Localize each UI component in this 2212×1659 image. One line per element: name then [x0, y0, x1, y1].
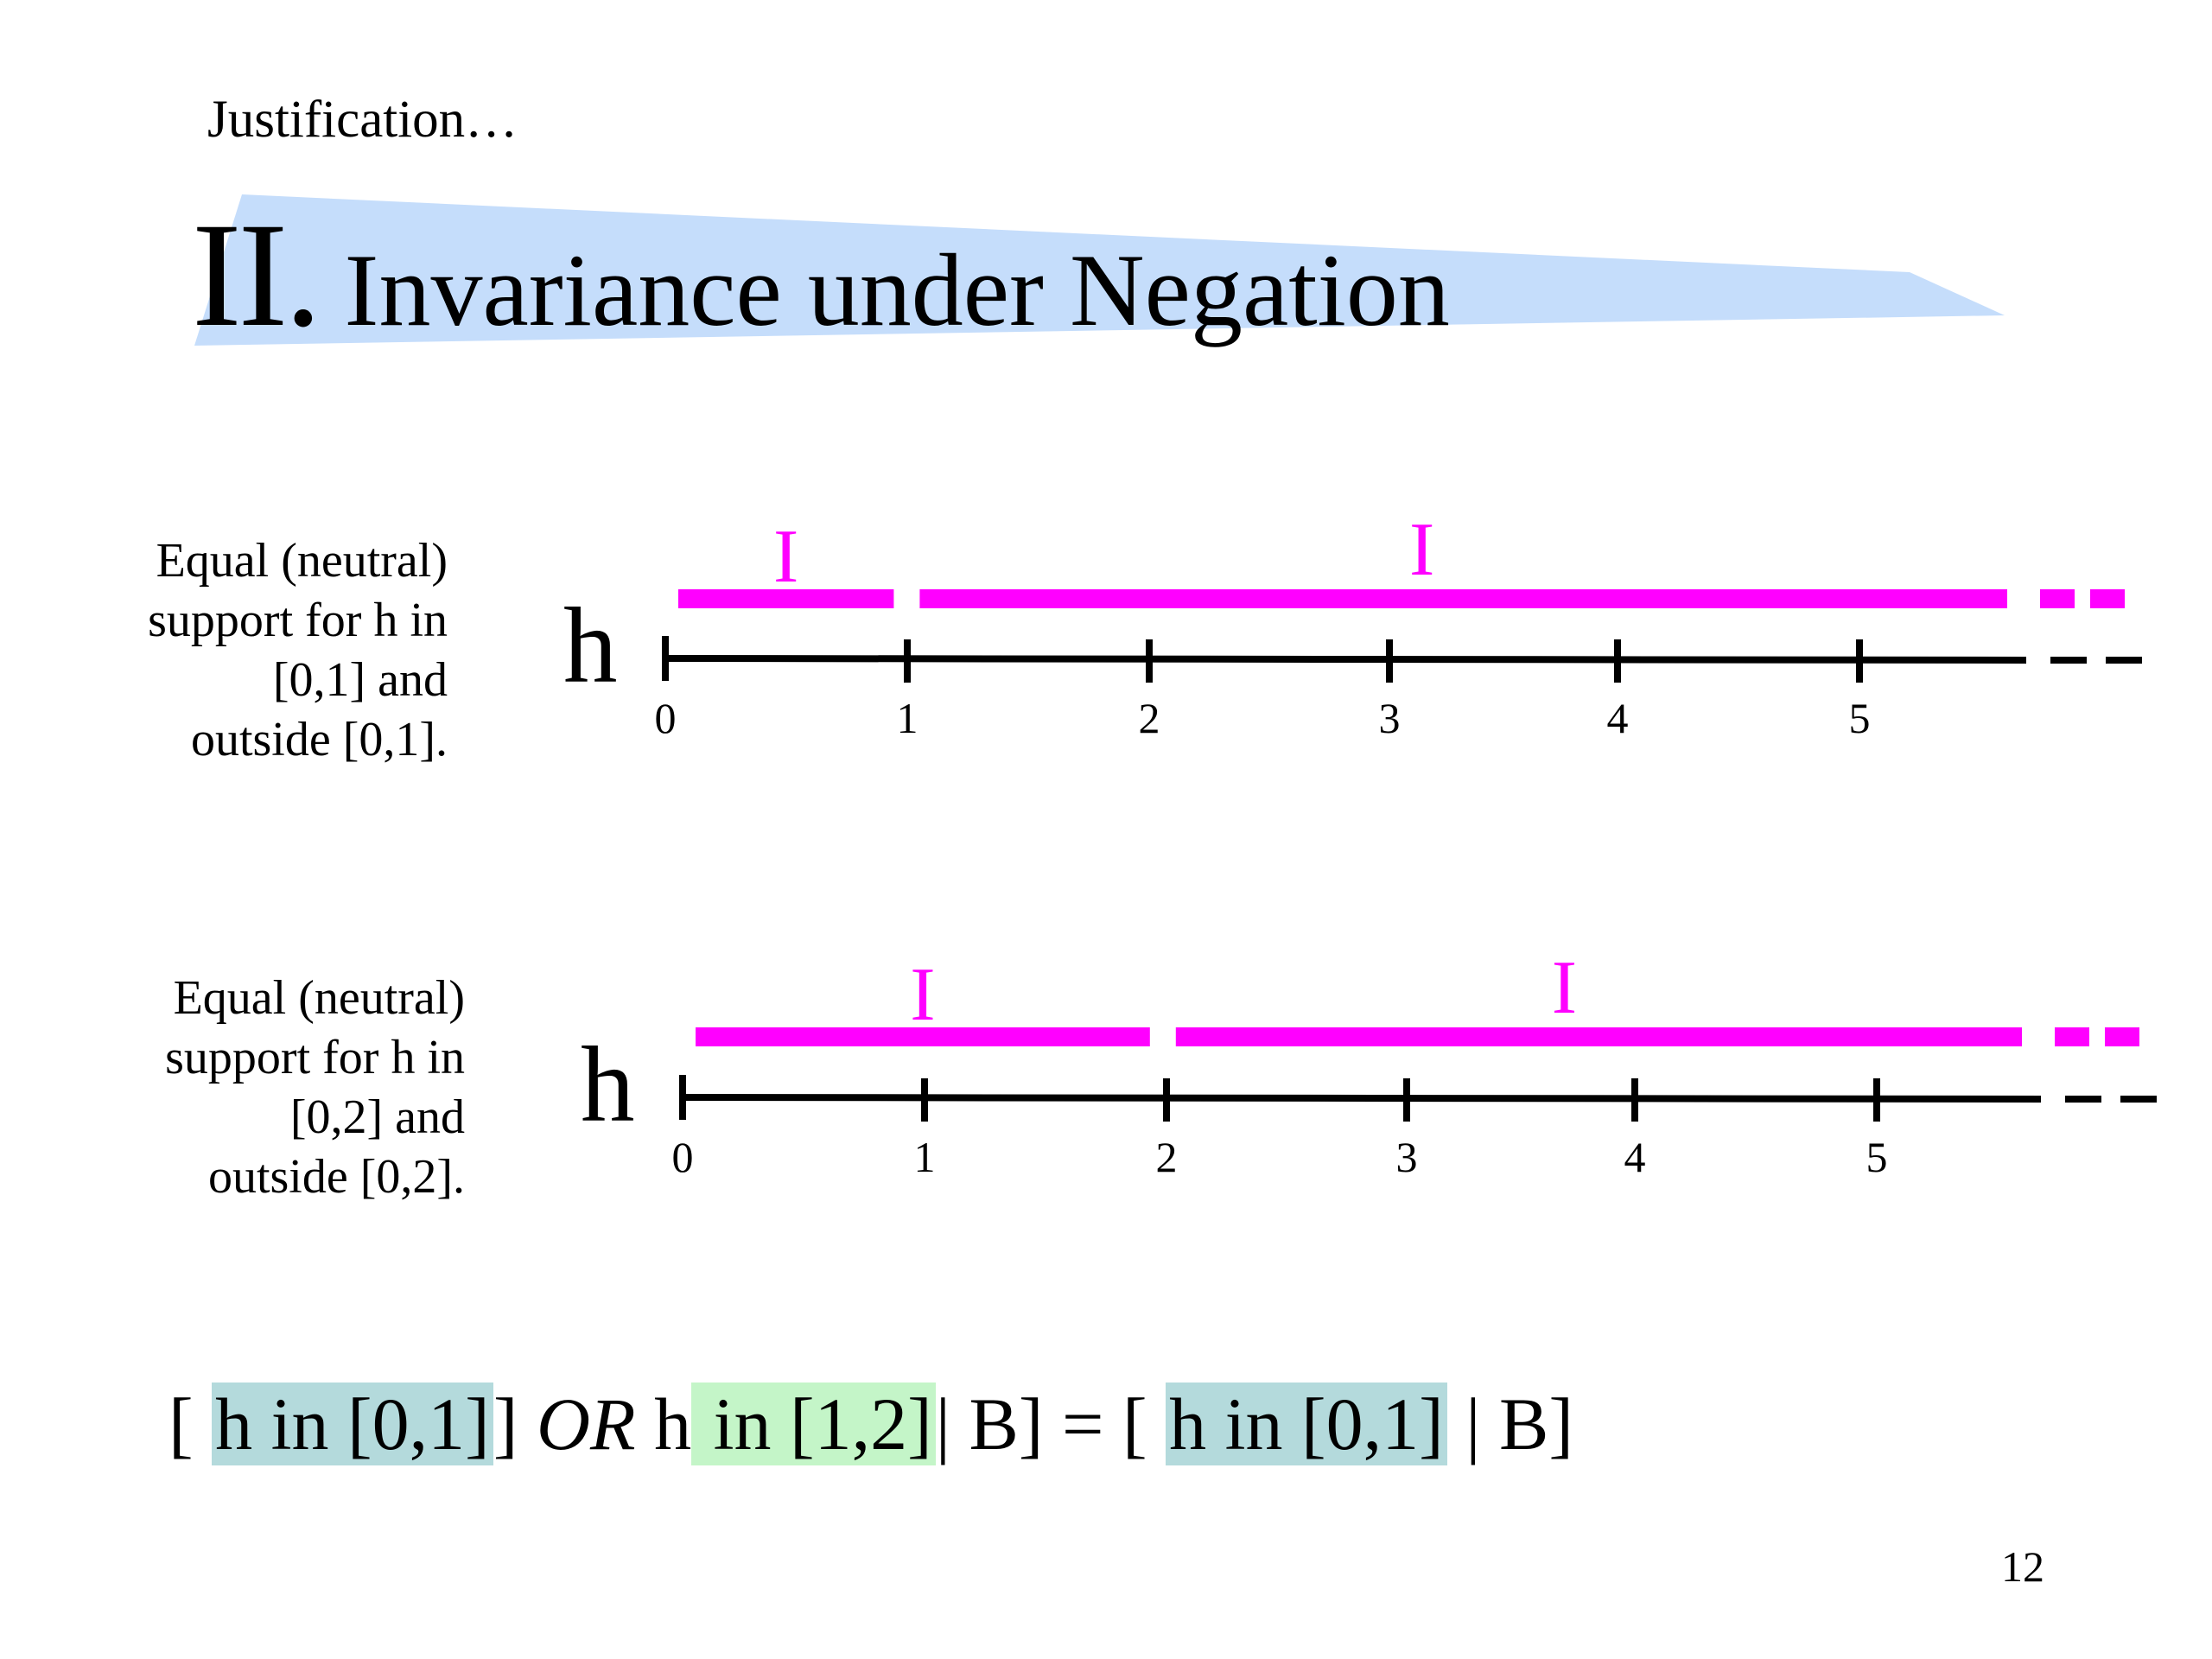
equation-close-bracket: ] [493, 1382, 537, 1465]
axis-line [682, 1094, 2042, 1103]
interval-bar-continuation [2055, 1027, 2089, 1046]
equation-term-in-1-2: in [1,2] [691, 1382, 936, 1465]
tick-label-1: 1 [914, 1133, 936, 1181]
interval-bar-continuation [2105, 1027, 2139, 1046]
equation: [ h in [0,1]] OR h in [1,2]| B] = [ h in… [168, 1382, 1573, 1465]
equation-term-h-in-0-1: h in [0,1] [212, 1382, 493, 1465]
interval-label-inside: I [773, 515, 798, 599]
tick-label-5: 5 [1866, 1133, 1888, 1181]
interval-bar-outside [919, 589, 2007, 608]
axis-symbol-h: h [581, 1026, 635, 1145]
equation-or: OR [536, 1382, 636, 1465]
tick-label-4: 4 [1607, 694, 1629, 742]
tick-label-3: 3 [1396, 1133, 1418, 1181]
interval-label-outside: I [1552, 946, 1577, 1030]
tick-label-0: 0 [655, 694, 677, 742]
label-line: Equal (neutral) [156, 534, 448, 588]
tick-label-2: 2 [1139, 694, 1160, 742]
slide-title: II. Invariance under Negation [192, 200, 1450, 350]
tick-label-1: 1 [897, 694, 918, 742]
title-band-shape [194, 194, 2005, 346]
equation-given-b-end: | B] [1446, 1382, 1574, 1465]
axis-line [664, 655, 2027, 664]
label-line: outside [0,1]. [190, 713, 448, 766]
tick-label-4: 4 [1624, 1133, 1646, 1181]
equation-result-h-in-0-1: h in [0,1] [1166, 1382, 1447, 1465]
title-numeral: II. [192, 193, 321, 358]
axis-symbol-h: h [563, 587, 618, 706]
label-line: support for h in [165, 1031, 465, 1084]
tick-label-5: 5 [1849, 694, 1871, 742]
interval-bar-continuation [2040, 589, 2075, 608]
equation-open-bracket: [ [168, 1382, 213, 1465]
interval-label-inside: I [910, 953, 935, 1037]
interval-bar-outside [1175, 1027, 2022, 1046]
page-number: 12 [2001, 1542, 2044, 1591]
label-line: [0,2] and [289, 1090, 465, 1144]
equation-h: h [635, 1382, 692, 1465]
label-line: support for h in [148, 594, 448, 647]
label-line: Equal (neutral) [173, 971, 465, 1025]
equation-given-b: | B] = [ [935, 1382, 1166, 1465]
interval-label-outside: I [1409, 508, 1434, 592]
interval-bar-inside [678, 589, 894, 608]
interval-bar-continuation [2090, 589, 2125, 608]
label-line: [0,1] and [272, 653, 448, 707]
interval-bar-inside [696, 1027, 1150, 1046]
tick-label-0: 0 [672, 1133, 694, 1181]
diagram-2-label: Equal (neutral) support for h in [0,2] a… [33, 969, 465, 1207]
diagram-1-label: Equal (neutral) support for h in [0,1] a… [16, 531, 448, 770]
tick-label-2: 2 [1156, 1133, 1178, 1181]
slide-kicker: Justification… [207, 91, 518, 149]
title-text: Invariance under Negation [344, 232, 1450, 347]
tick-label-3: 3 [1379, 694, 1401, 742]
label-line: outside [0,2]. [207, 1150, 465, 1204]
